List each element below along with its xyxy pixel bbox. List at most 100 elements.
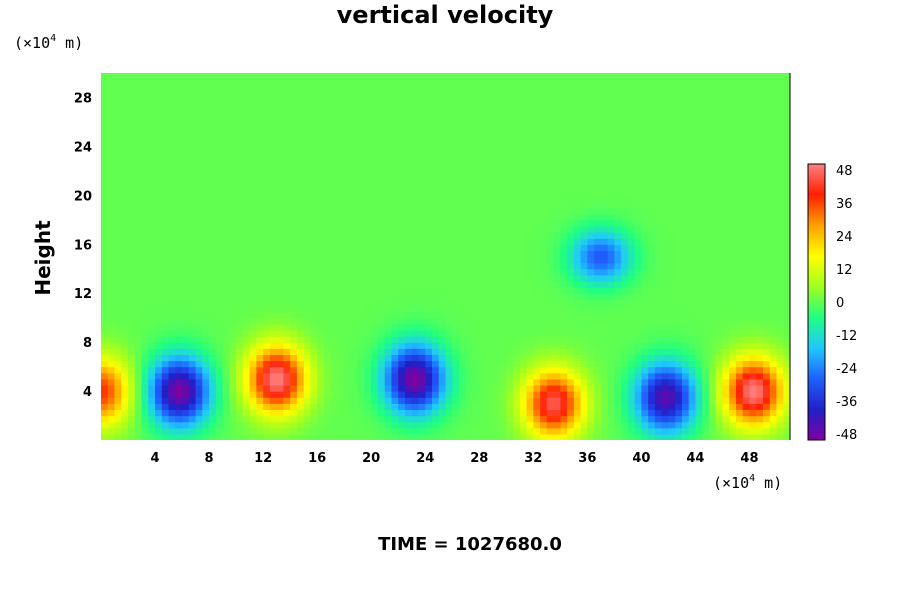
heatmap-cell xyxy=(607,384,615,392)
heatmap-cell xyxy=(465,256,474,264)
heatmap-cell xyxy=(661,152,670,160)
heatmap-cell xyxy=(553,378,561,386)
heatmap-cell xyxy=(445,391,453,398)
heatmap-cell xyxy=(263,323,271,331)
heatmap-cell xyxy=(276,433,284,440)
heatmap-cell xyxy=(688,409,697,417)
heatmap-cell xyxy=(479,415,487,423)
heatmap-cell xyxy=(283,403,291,411)
heatmap-cell xyxy=(202,213,210,221)
heatmap-cell xyxy=(404,354,413,362)
heatmap-cell xyxy=(188,140,197,147)
heatmap-cell xyxy=(715,336,724,343)
heatmap-cell xyxy=(290,427,298,435)
heatmap-cell xyxy=(155,409,163,417)
heatmap-cell xyxy=(323,342,332,349)
heatmap-cell xyxy=(634,354,642,362)
heatmap-cell xyxy=(675,140,683,147)
heatmap-cell xyxy=(594,421,602,429)
heatmap-cell xyxy=(553,164,561,172)
heatmap-cell xyxy=(330,421,339,429)
heatmap-cell xyxy=(249,360,257,368)
heatmap-cell xyxy=(344,189,352,196)
heatmap-cell xyxy=(121,384,129,392)
heatmap-cell xyxy=(188,250,197,258)
heatmap-cell xyxy=(249,409,257,417)
heatmap-cell xyxy=(648,158,656,166)
heatmap-cell xyxy=(398,415,406,423)
heatmap-cell xyxy=(573,305,582,313)
heatmap-cell xyxy=(384,280,393,288)
heatmap-cell xyxy=(749,305,757,313)
heatmap-cell xyxy=(350,207,359,215)
heatmap-cell xyxy=(567,207,575,215)
heatmap-cell xyxy=(290,170,298,178)
heatmap-cell xyxy=(384,183,393,190)
heatmap-cell xyxy=(107,195,116,203)
heatmap-cell xyxy=(371,195,379,203)
heatmap-cell xyxy=(492,274,501,282)
heatmap-cell xyxy=(377,152,386,160)
heatmap-cell xyxy=(627,421,636,429)
heatmap-cell xyxy=(249,342,257,349)
heatmap-cell xyxy=(742,152,751,160)
heatmap-cell xyxy=(560,176,568,184)
heatmap-cell xyxy=(431,183,440,190)
heatmap-cell xyxy=(459,274,467,282)
heatmap-cell xyxy=(242,329,251,337)
heatmap-cell xyxy=(499,299,507,307)
heatmap-cell xyxy=(715,201,724,209)
heatmap-cell xyxy=(499,293,507,300)
heatmap-cell xyxy=(249,397,257,404)
heatmap-cell xyxy=(256,360,264,368)
heatmap-cell xyxy=(452,152,460,160)
heatmap-cell xyxy=(195,415,203,423)
heatmap-cell xyxy=(567,268,575,276)
heatmap-cell xyxy=(175,348,183,355)
heatmap-cell xyxy=(621,433,629,440)
heatmap-cell xyxy=(540,329,548,337)
heatmap-cell xyxy=(722,397,730,404)
heatmap-cell xyxy=(101,225,109,233)
heatmap-cell xyxy=(627,415,636,423)
heatmap-cell xyxy=(269,274,278,282)
heatmap-cell xyxy=(134,213,143,221)
heatmap-cell xyxy=(148,409,156,417)
heatmap-cell xyxy=(553,183,561,190)
heatmap-cell xyxy=(209,348,217,355)
heatmap-cell xyxy=(661,336,670,343)
heatmap-cell xyxy=(695,287,703,294)
heatmap-cell xyxy=(357,195,366,203)
heatmap-cell xyxy=(519,152,528,160)
heatmap-cell xyxy=(580,176,588,184)
heatmap-cell xyxy=(249,195,257,203)
heatmap-cell xyxy=(330,201,339,209)
heatmap-cell xyxy=(330,348,339,355)
heatmap-cell xyxy=(222,397,230,404)
heatmap-cell xyxy=(776,342,784,349)
heatmap-cell xyxy=(344,342,352,349)
heatmap-cell xyxy=(499,329,507,337)
heatmap-cell xyxy=(222,268,230,276)
heatmap-cell xyxy=(161,176,170,184)
heatmap-cell xyxy=(506,421,514,429)
heatmap-cell xyxy=(425,146,433,154)
heatmap-cell xyxy=(641,287,649,294)
heatmap-cell xyxy=(506,348,514,355)
heatmap-cell xyxy=(445,176,453,184)
heatmap-cell xyxy=(418,372,426,380)
heatmap-cell xyxy=(729,207,737,215)
heatmap-cell xyxy=(452,213,460,221)
heatmap-cell xyxy=(364,274,372,282)
heatmap-cell xyxy=(357,176,366,184)
heatmap-cell xyxy=(344,378,352,386)
heatmap-cell xyxy=(276,164,284,172)
heatmap-cell xyxy=(398,140,406,147)
heatmap-cell xyxy=(276,323,284,331)
heatmap-cell xyxy=(242,140,251,147)
heatmap-cell xyxy=(310,323,318,331)
heatmap-cell xyxy=(634,397,642,404)
heatmap-cell xyxy=(735,268,744,276)
heatmap-cell xyxy=(391,140,399,147)
heatmap-cell xyxy=(776,207,784,215)
